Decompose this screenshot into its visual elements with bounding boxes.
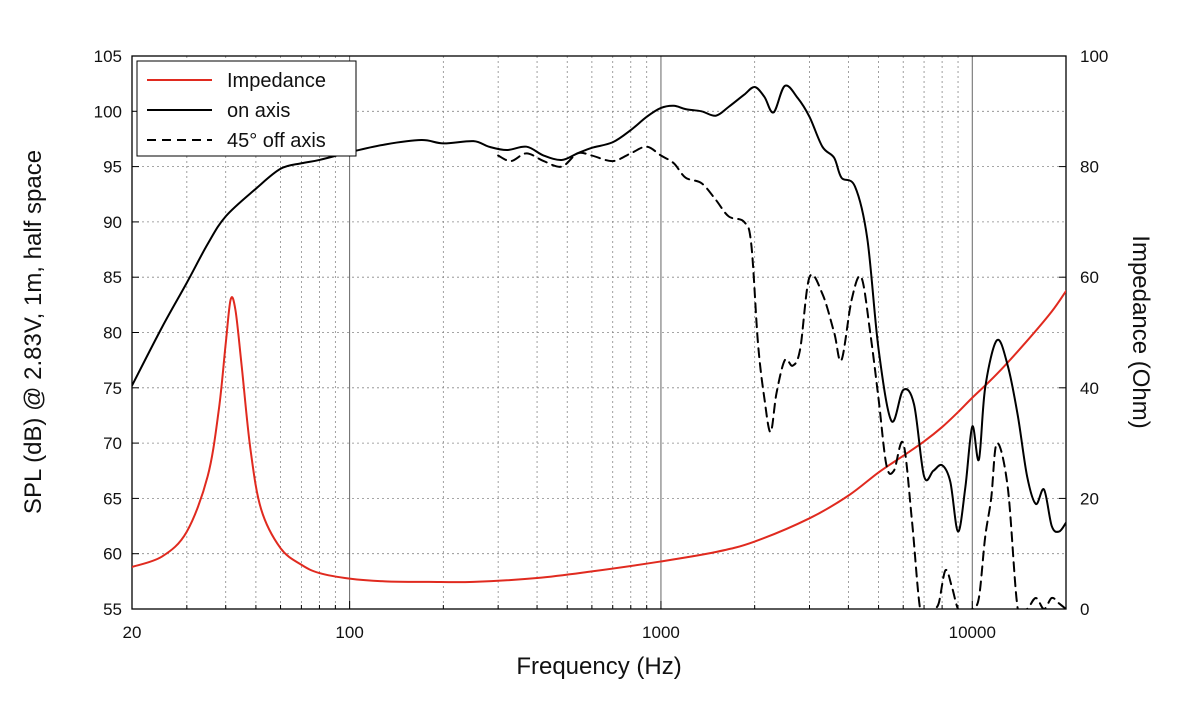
y2-tick-label: 80 [1080, 158, 1099, 177]
legend-label-off-axis: 45° off axis [227, 130, 326, 152]
y2-axis-title: Impedance (Ohm) [1127, 235, 1154, 428]
y-tick-label: 80 [103, 324, 122, 343]
y-tick-label: 75 [103, 379, 122, 398]
off-axis-curve [497, 145, 1066, 609]
legend: Impedance on axis 45° off axis [136, 60, 357, 157]
y-tick-label: 55 [103, 600, 122, 619]
legend-label-impedance: Impedance [227, 70, 326, 92]
series-lines [132, 84, 1066, 609]
x-tick-label: 10000 [949, 623, 996, 642]
y-tick-label: 100 [94, 102, 122, 121]
tick-labels: 55 60 65 70 75 80 85 90 95 100 105 0 20 40 60 80 100 20 10… [94, 47, 1109, 642]
tick-marks [132, 55, 1066, 610]
y2-tick-label: 40 [1080, 379, 1099, 398]
x-axis-title: Frequency (Hz) [516, 653, 681, 680]
y2-tick-label: 20 [1080, 489, 1099, 508]
x-tick-label: 20 [123, 623, 142, 642]
x-tick-label: 100 [335, 623, 363, 642]
y-tick-label: 60 [103, 545, 122, 564]
legend-label-on-axis: on axis [227, 100, 290, 122]
on-axis-curve [132, 84, 1066, 533]
y2-tick-label: 60 [1080, 268, 1099, 287]
legend-box [136, 60, 357, 157]
y-tick-label: 85 [103, 268, 122, 287]
y2-tick-label: 0 [1080, 600, 1089, 619]
y-tick-label: 70 [103, 434, 122, 453]
y-tick-label: 65 [103, 489, 122, 508]
y-tick-label: 90 [103, 213, 122, 232]
y-tick-label: 105 [94, 47, 122, 66]
grid [132, 56, 1066, 609]
y-axis-title: SPL (dB) @ 2.83V, 1m, half space [20, 150, 47, 514]
x-tick-label: 1000 [642, 623, 680, 642]
y2-tick-label: 100 [1080, 47, 1108, 66]
impedance-curve [132, 290, 1066, 584]
y-tick-label: 95 [103, 158, 122, 177]
